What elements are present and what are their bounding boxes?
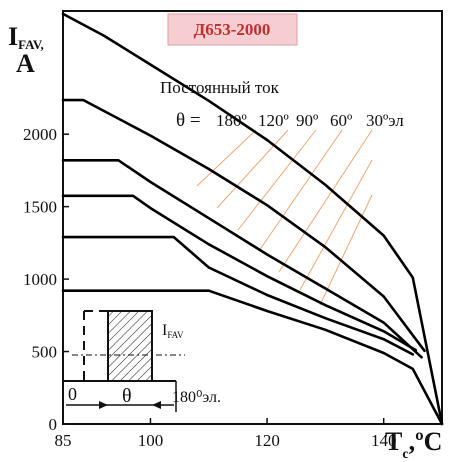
angle-label-4: 30ºэл [366, 111, 404, 130]
x-axis-label: Tc,ºC [385, 427, 442, 462]
hatch-line-6 [319, 194, 373, 306]
hatch-line-1 [216, 129, 289, 209]
mode-label: Постоянный ток [160, 78, 280, 97]
inset-theta-label: θ [122, 385, 132, 407]
y-axis-label: IFAV, [8, 22, 44, 52]
pulse-inset: IFAV 0 θ 180⁰эл. [64, 310, 221, 412]
angle-label-2: 90º [296, 111, 318, 130]
series-line-4 [61, 235, 415, 356]
series-group [61, 12, 444, 426]
hatch-line-4 [278, 129, 373, 273]
y-tick-label-2: 1000 [23, 270, 57, 289]
angle-label-3: 60º [330, 111, 352, 130]
inset-current-label: IFAV [162, 322, 184, 340]
inset-zero-label: 0 [68, 384, 77, 404]
angle-label-1: 120º [258, 111, 289, 130]
hatch-line-3 [258, 129, 343, 252]
series-line-5 [61, 289, 444, 426]
series-line-0 [61, 12, 444, 426]
series-line-3 [61, 194, 418, 352]
angle-hatch-lines [196, 129, 373, 306]
inset-period-label: 180⁰эл. [172, 389, 221, 406]
x-axis-ticks: 85 100 120 140 [55, 418, 397, 450]
plot-frame [62, 10, 443, 425]
inset-arrow-out [152, 401, 161, 409]
x-tick-label-3: 140 [371, 431, 397, 450]
hatch-line-5 [299, 159, 373, 291]
y-axis-ticks: 0 500 1000 1500 2000 [23, 125, 69, 434]
y-tick-label-3: 1500 [23, 198, 57, 217]
y-tick-label-4: 2000 [23, 125, 57, 144]
series-line-1 [61, 98, 426, 353]
angle-labels: 180º 120º 90º 60º 30ºэл [216, 111, 404, 130]
x-tick-label-2: 120 [254, 431, 280, 450]
hatch-line-0 [196, 129, 257, 187]
inset-pulse [107, 310, 153, 382]
theta-prefix: θ = [176, 110, 201, 131]
hatch-line-2 [237, 129, 317, 231]
series-line-2 [61, 159, 423, 359]
inset-arrow-in [99, 401, 108, 409]
angle-label-0: 180º [216, 111, 247, 130]
x-tick-label-1: 100 [138, 431, 164, 450]
y-axis-unit: A [16, 49, 35, 78]
title-badge [167, 13, 298, 46]
y-tick-label-0: 0 [49, 415, 58, 434]
y-tick-label-1: 500 [32, 343, 58, 362]
x-tick-label-0: 85 [55, 431, 72, 450]
chart-title: Д653-2000 [194, 20, 271, 39]
